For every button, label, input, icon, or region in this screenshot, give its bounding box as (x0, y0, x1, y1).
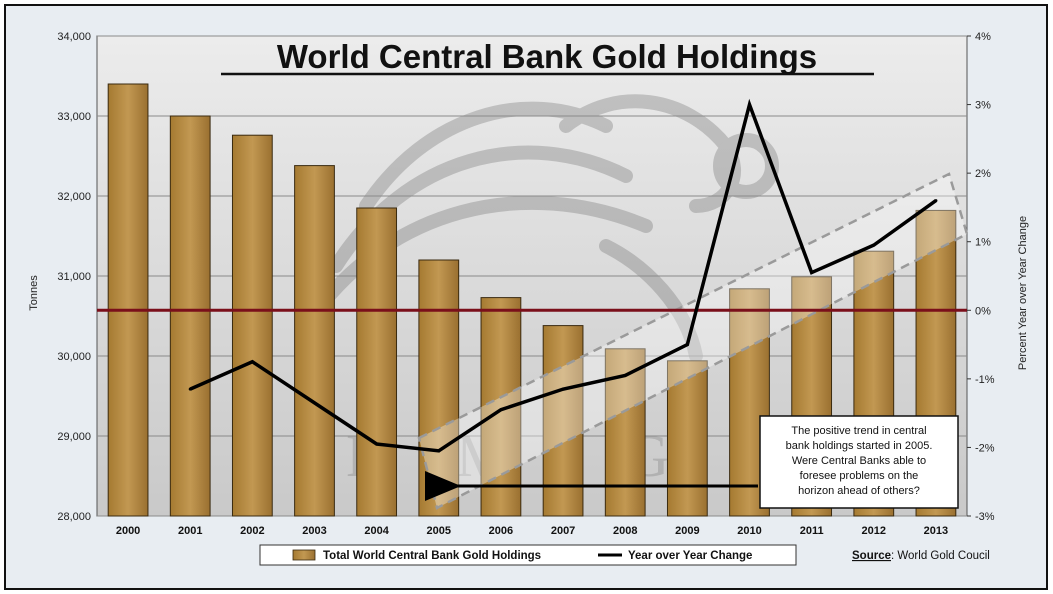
y2-tick-label: 2% (975, 168, 991, 180)
x-tick-label: 2005 (427, 525, 451, 537)
bar (356, 207, 398, 517)
y-tick-label: 29,000 (57, 431, 91, 443)
x-tick-label: 2009 (675, 525, 699, 537)
y2-tick-label: -1% (975, 374, 995, 386)
annotation-line: Were Central Banks able to (792, 455, 926, 467)
chart-svg: B M G 34,00033,00032,00031,00030,00029,0… (28, 31, 1029, 566)
annotation-line: The positive trend in central (791, 425, 926, 437)
x-tick-label: 2002 (240, 525, 264, 537)
legend-bar-swatch (292, 549, 316, 561)
y-tick-label: 32,000 (57, 191, 91, 203)
yoy-point (437, 449, 441, 453)
annotation-box: The positive trend in central bank holdin… (759, 415, 959, 509)
y-tick-label: 33,000 (57, 111, 91, 123)
legend: Total World Central Bank Gold Holdings Y… (259, 544, 797, 566)
y-tick-label: 28,000 (57, 511, 91, 523)
source-text: : World Gold Coucil (891, 550, 990, 562)
bar (542, 325, 584, 517)
yoy-point (934, 199, 938, 203)
yoy-point (561, 387, 565, 391)
annotation-line: horizon ahead of others? (798, 485, 920, 497)
y-tick-label: 30,000 (57, 351, 91, 363)
bar (107, 83, 149, 517)
x-tick-label: 2011 (800, 525, 824, 537)
yoy-line-layer (188, 98, 938, 453)
y2-tick-label: 1% (975, 237, 991, 249)
x-tick-label: 2007 (551, 525, 575, 537)
yoy-point (313, 401, 316, 405)
bar (666, 360, 708, 517)
y2-tick-label: 4% (975, 31, 991, 43)
x-tick-label: 2012 (862, 525, 886, 537)
x-tick-label: 2000 (116, 525, 140, 537)
yoy-point (623, 373, 627, 377)
bar (480, 297, 522, 517)
y2-tick-label: -2% (975, 442, 995, 454)
bars (107, 83, 957, 517)
left-axis-title: Tonnes (28, 275, 40, 311)
y2-tick-label: -3% (975, 511, 995, 523)
left-axis-ticks: 34,000 33,000 32,000 31,000 30,000 29,000 28,0… (57, 31, 91, 523)
bar (169, 115, 211, 517)
x-tick-label: 2004 (364, 525, 389, 537)
bar (231, 134, 273, 517)
y2-tick-label: 3% (975, 100, 991, 112)
x-tick-label: 2010 (737, 525, 761, 537)
x-tick-label: 2001 (178, 525, 202, 537)
x-tick-label: 2013 (924, 525, 948, 537)
annotation-line: foresee problems on the (800, 470, 919, 482)
legend-line-label: Year over Year Change (628, 550, 752, 562)
yoy-point (250, 360, 254, 364)
y2-tick-label: 0% (975, 305, 991, 317)
chart-title: World Central Bank Gold Holdings (277, 38, 817, 75)
x-tick-label: 2008 (613, 525, 637, 537)
svg-text:Source: World Gold Coucil: Source: World Gold Coucil (852, 550, 990, 562)
source-label: Source (852, 550, 891, 562)
source-note: Source: World Gold Coucil (852, 550, 990, 562)
y-tick-label: 34,000 (57, 31, 91, 43)
yoy-point (499, 408, 503, 412)
bar (294, 165, 335, 517)
yoy-point (375, 442, 379, 446)
yoy-point (872, 243, 876, 247)
legend-bar-label: Total World Central Bank Gold Holdings (323, 550, 541, 562)
yoy-point (748, 103, 751, 107)
y-tick-label: 31,000 (57, 271, 91, 283)
right-axis-title: Percent Year over Year Change (1017, 216, 1029, 370)
x-tick-label: 2003 (302, 525, 326, 537)
right-axis-ticks: 4% 3% 2% 1% 0% -1% -2% -3% (967, 31, 995, 523)
yoy-point (810, 271, 814, 275)
chart-frame: B M G 34,00033,00032,00031,00030,00029,0… (4, 4, 1048, 590)
category-labels: 2000 2001 2002 2003 2004 2005 2006 2007 2008 2009… (116, 525, 948, 537)
annotation-line: bank holdings started in 2005. (786, 440, 933, 452)
x-tick-label: 2006 (489, 525, 513, 537)
yoy-point (685, 343, 689, 347)
yoy-point (188, 387, 192, 391)
